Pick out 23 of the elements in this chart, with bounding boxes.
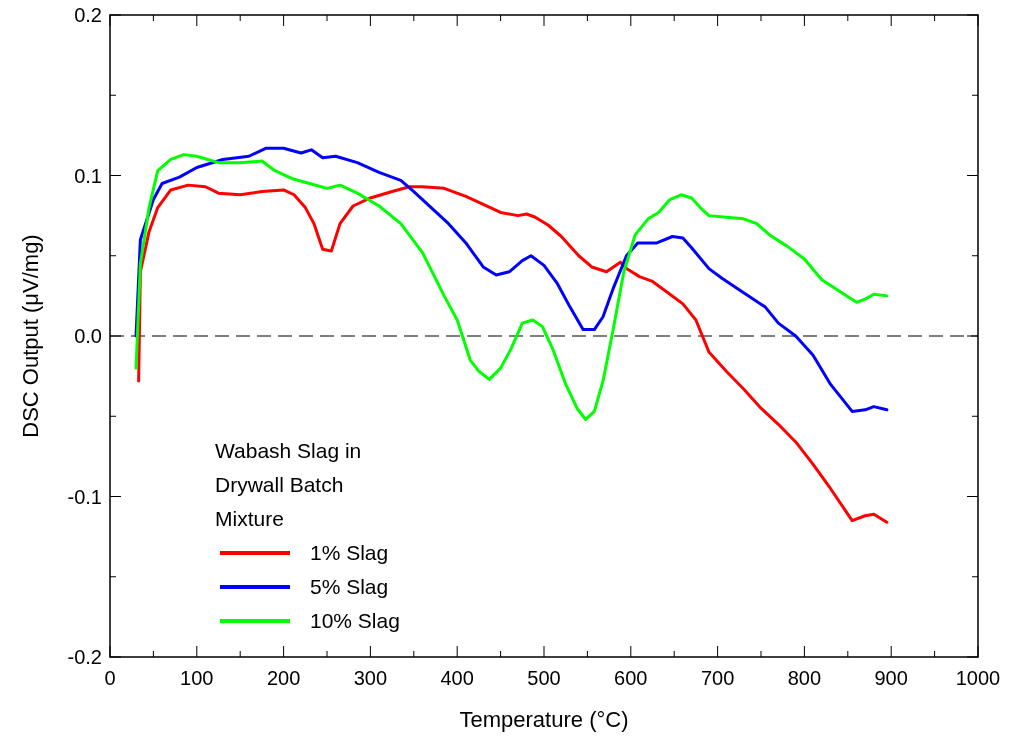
x-tick-label: 100 [180, 667, 214, 689]
legend-label: 5% Slag [310, 575, 389, 598]
legend-label: 10% Slag [310, 609, 400, 632]
x-tick-label: 700 [700, 667, 735, 689]
y-tick-label: -0.1 [67, 485, 102, 508]
y-axis-title: DSC Output (μV/mg) [18, 234, 43, 438]
x-tick-label: 900 [874, 667, 908, 689]
y-tick-label: -0.2 [67, 646, 102, 668]
y-tick-label: 0.0 [74, 325, 102, 347]
legend-title: Wabash Slag in Drywall Batch Mixture [215, 439, 362, 530]
x-axis-title: Temperature (°C) [459, 707, 629, 732]
y-tick-label: 0.2 [74, 4, 102, 26]
x-tick-label: 1000 [955, 667, 1001, 689]
x-tick-label: 400 [440, 667, 474, 689]
line-series [137, 183, 889, 524]
x-tick-label: 600 [614, 667, 648, 689]
x-tick-label: 300 [353, 667, 388, 689]
x-tick-label: 800 [787, 667, 822, 689]
y-tick-label: 0.1 [74, 164, 102, 187]
x-tick-label: 500 [527, 667, 561, 689]
legend-label: 1% Slag [310, 541, 389, 564]
x-tick-label: 200 [266, 667, 301, 689]
x-tick-label: 0 [104, 667, 116, 689]
